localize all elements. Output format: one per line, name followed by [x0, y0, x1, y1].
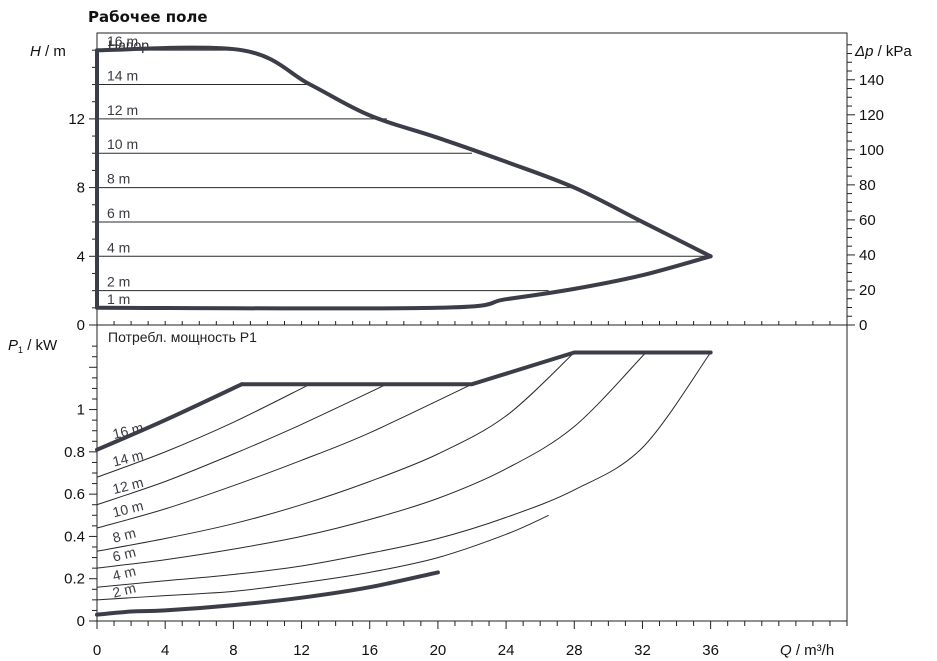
- power-curve-label: 10 m: [111, 497, 145, 520]
- pressure-tick-label: 20: [859, 282, 876, 299]
- power-curve-line: [96, 352, 575, 552]
- head-envelope-lower: [95, 254, 713, 311]
- head-curve-label: 6 m: [107, 205, 130, 221]
- power-axis-unit: / kW: [23, 337, 58, 354]
- head-curve-label: 4 m: [107, 239, 130, 255]
- head-axis-label: H / m: [30, 43, 66, 60]
- power-curve-line: [96, 352, 647, 569]
- pressure-tick-label: 120: [859, 107, 884, 124]
- head-panel-frame: [96, 32, 848, 326]
- head-panel: Напор H / m Δp / kPa 0481202040608010012…: [30, 32, 912, 334]
- power-curve-line: [96, 383, 388, 506]
- head-tick-label: 12: [68, 111, 85, 128]
- power-curve-label: 4 m: [111, 563, 138, 584]
- page-title: Рабочее поле: [88, 8, 208, 26]
- head-curve-label: 8 m: [107, 171, 130, 187]
- head-axis-var: H: [30, 43, 41, 60]
- x-tick-label: 8: [229, 642, 237, 659]
- power-curve-label: 12 m: [111, 474, 145, 497]
- x-tick-label: 36: [702, 642, 719, 659]
- head-curve-label: 1 m: [107, 291, 130, 307]
- head-curve-label: 14 m: [107, 68, 138, 84]
- pressure-axis-label: Δp / kPa: [854, 43, 912, 60]
- flow-axis-label: Q / m³/h: [780, 642, 834, 659]
- head-tick-label: 4: [77, 248, 85, 265]
- power-curve-line: [96, 383, 311, 478]
- power-tick-label: 0.6: [64, 486, 85, 503]
- head-tick-label: 8: [77, 180, 85, 197]
- x-tick-label: 16: [361, 642, 378, 659]
- power-envelope-min: [95, 570, 440, 617]
- power-curve-line: [96, 514, 549, 601]
- head-axis-unit: / m: [41, 43, 66, 60]
- pressure-tick-label: 100: [859, 142, 884, 159]
- power-tick-label: 1: [77, 402, 85, 419]
- x-tick-label: 12: [293, 642, 310, 659]
- power-curve-label: 8 m: [111, 525, 138, 546]
- x-tick-label: 0: [93, 642, 101, 659]
- power-curve-label: 6 m: [111, 544, 138, 565]
- power-curve-label: 14 m: [111, 447, 145, 470]
- power-envelope-top: [239, 350, 713, 387]
- power-tick-label: 0.2: [64, 571, 85, 588]
- head-curve-label: 16 m: [107, 33, 138, 49]
- power-panel-title: Потребл. мощность P1: [108, 329, 257, 345]
- x-tick-label: 28: [566, 642, 583, 659]
- flow-axis-var: Q: [780, 642, 792, 659]
- pressure-axis-var: Δp: [854, 43, 873, 60]
- pressure-axis-unit: / kPa: [873, 43, 912, 60]
- power-curve-label: 16 m: [111, 419, 145, 442]
- x-tick-label: 24: [498, 642, 515, 659]
- power-tick-label: 0: [77, 613, 85, 630]
- power-envelope-rise: [95, 382, 244, 452]
- head-tick-label: 0: [77, 317, 85, 334]
- head-curve-label: 10 m: [107, 136, 138, 152]
- pressure-tick-label: 40: [859, 247, 876, 264]
- power-curve-line: [96, 352, 712, 588]
- power-curve-line: [96, 383, 473, 529]
- head-curve-label: 12 m: [107, 102, 138, 118]
- head-envelope-upper: [95, 45, 713, 259]
- power-axis-label: P1 / kW: [8, 337, 58, 355]
- head-curve-label: 2 m: [107, 274, 130, 290]
- power-tick-label: 0.8: [64, 444, 85, 461]
- x-tick-label: 32: [634, 642, 651, 659]
- pressure-tick-label: 60: [859, 212, 876, 229]
- power-axis-sub: 1: [18, 345, 23, 355]
- pressure-tick-label: 140: [859, 72, 884, 89]
- x-tick-label: 4: [161, 642, 169, 659]
- pressure-tick-label: 0: [859, 317, 867, 334]
- power-curve-label: 2 m: [111, 579, 138, 600]
- pressure-tick-label: 80: [859, 177, 876, 194]
- power-axis-var: P: [8, 337, 18, 354]
- power-tick-label: 0.4: [64, 528, 85, 545]
- x-tick-label: 20: [430, 642, 447, 659]
- flow-axis-unit: / m³/h: [792, 642, 835, 659]
